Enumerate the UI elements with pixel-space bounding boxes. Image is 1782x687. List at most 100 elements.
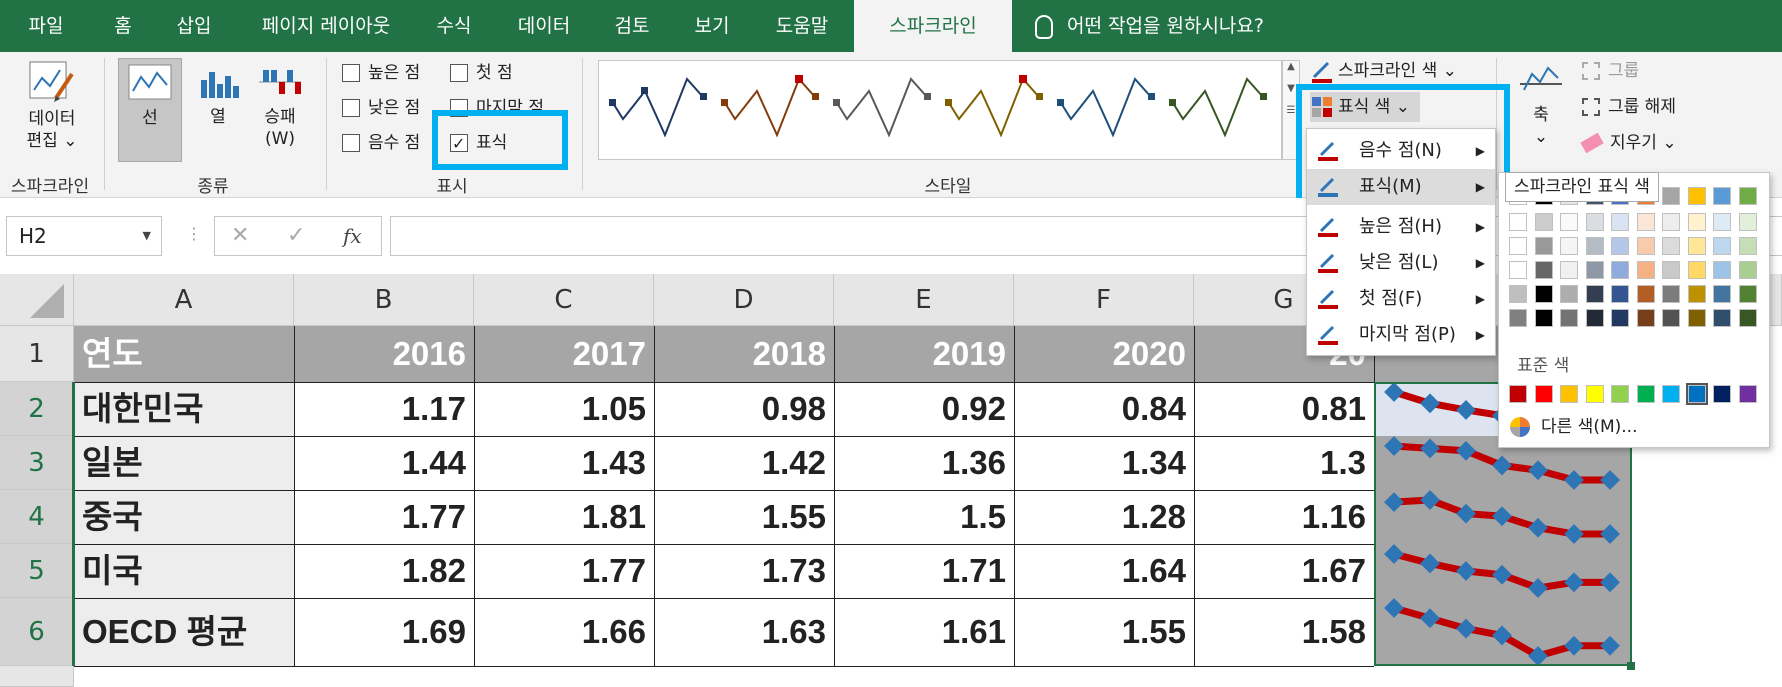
enter-icon[interactable]: ✓ xyxy=(287,223,306,248)
color-swatch[interactable] xyxy=(1636,285,1655,303)
value-cell[interactable]: 1.64 xyxy=(1014,544,1194,598)
column-header-d[interactable]: D xyxy=(654,274,834,326)
value-cell[interactable]: 1.17 xyxy=(294,382,474,436)
color-swatch[interactable] xyxy=(1738,187,1757,205)
menu-item-low-point[interactable]: 낮은 점(L) ▶ xyxy=(1307,245,1495,281)
color-swatch[interactable] xyxy=(1611,213,1629,231)
value-cell[interactable]: 1.55 xyxy=(654,490,834,544)
row-header-6[interactable]: 6 xyxy=(0,598,74,666)
value-cell[interactable]: 1.71 xyxy=(834,544,1014,598)
first-point-checkbox[interactable]: 첫 점 xyxy=(450,60,513,86)
column-header-e[interactable]: E xyxy=(834,274,1014,326)
header-cell-2017[interactable]: 2017 xyxy=(474,326,654,382)
standard-color-swatch[interactable] xyxy=(1662,385,1680,403)
row-header-4[interactable]: 4 xyxy=(0,490,74,544)
value-cell[interactable]: 1.77 xyxy=(294,490,474,544)
clear-button[interactable]: 지우기 ⌄ xyxy=(1580,128,1677,158)
color-swatch[interactable] xyxy=(1560,261,1578,279)
color-swatch[interactable] xyxy=(1738,285,1757,303)
sparkline-style-gallery[interactable] xyxy=(598,60,1282,160)
tab-page-layout[interactable]: 페이지 레이아웃 xyxy=(261,15,391,37)
row-header-2[interactable]: 2 xyxy=(0,382,74,436)
value-cell[interactable]: 1.61 xyxy=(834,598,1014,666)
color-swatch[interactable] xyxy=(1509,237,1527,255)
color-swatch[interactable] xyxy=(1585,285,1604,303)
tab-home[interactable]: 홈 xyxy=(114,15,132,37)
color-swatch[interactable] xyxy=(1636,237,1655,255)
color-swatch[interactable] xyxy=(1534,213,1553,231)
value-cell[interactable]: 0.98 xyxy=(654,382,834,436)
value-cell[interactable]: 1.66 xyxy=(474,598,654,666)
country-cell[interactable]: OECD 평균 xyxy=(74,598,294,666)
marker-color-button[interactable]: 표식 색 ⌄ xyxy=(1310,92,1420,122)
color-swatch[interactable] xyxy=(1687,213,1706,231)
select-all-corner[interactable] xyxy=(0,274,74,326)
cancel-icon[interactable]: ✕ xyxy=(231,223,250,248)
menu-item-negative-point[interactable]: 음수 점(N) ▶ xyxy=(1307,133,1495,169)
value-cell[interactable]: 1.67 xyxy=(1194,544,1374,598)
color-swatch[interactable] xyxy=(1534,309,1553,327)
color-swatch[interactable] xyxy=(1585,309,1604,327)
standard-color-swatch[interactable] xyxy=(1585,385,1604,403)
color-swatch[interactable] xyxy=(1662,261,1680,279)
low-point-checkbox[interactable]: 낮은 점 xyxy=(342,95,420,121)
type-column-button[interactable]: 열 xyxy=(190,62,246,128)
color-swatch[interactable] xyxy=(1713,285,1731,303)
negative-point-checkbox[interactable]: 음수 점 xyxy=(342,130,420,156)
value-cell[interactable]: 1.55 xyxy=(1014,598,1194,666)
type-line-button[interactable]: 선 xyxy=(118,58,182,162)
sparkline-color-button[interactable]: 스파크라인 색 ⌄ xyxy=(1310,56,1457,86)
color-swatch[interactable] xyxy=(1687,309,1706,327)
column-header-c[interactable]: C xyxy=(474,274,654,326)
color-swatch[interactable] xyxy=(1687,261,1706,279)
color-swatch[interactable] xyxy=(1611,237,1629,255)
color-swatch[interactable] xyxy=(1687,237,1706,255)
color-swatch[interactable] xyxy=(1636,213,1655,231)
tab-file[interactable]: 파일 xyxy=(28,15,64,37)
standard-color-swatch[interactable] xyxy=(1713,385,1731,403)
type-winloss-button[interactable]: 승패 (W) xyxy=(252,62,308,150)
color-swatch[interactable] xyxy=(1738,309,1757,327)
color-swatch[interactable] xyxy=(1662,237,1680,255)
row-header-1[interactable]: 1 xyxy=(0,326,74,382)
value-cell[interactable]: 1.34 xyxy=(1014,436,1194,490)
value-cell[interactable]: 1.42 xyxy=(654,436,834,490)
color-swatch[interactable] xyxy=(1560,237,1578,255)
standard-color-swatch[interactable] xyxy=(1636,385,1655,403)
header-cell-2020[interactable]: 2020 xyxy=(1014,326,1194,382)
value-cell[interactable]: 1.82 xyxy=(294,544,474,598)
color-swatch[interactable] xyxy=(1687,187,1706,205)
value-cell[interactable]: 1.81 xyxy=(474,490,654,544)
value-cell[interactable]: 1.43 xyxy=(474,436,654,490)
high-point-checkbox[interactable]: 높은 점 xyxy=(342,60,420,86)
color-swatch[interactable] xyxy=(1636,261,1655,279)
color-swatch[interactable] xyxy=(1713,213,1731,231)
color-swatch[interactable] xyxy=(1687,285,1706,303)
color-swatch[interactable] xyxy=(1662,309,1680,327)
country-cell[interactable]: 중국 xyxy=(74,490,294,544)
color-swatch[interactable] xyxy=(1560,213,1578,231)
column-header-f[interactable]: F xyxy=(1014,274,1194,326)
color-swatch[interactable] xyxy=(1713,309,1731,327)
color-swatch[interactable] xyxy=(1534,285,1553,303)
color-swatch[interactable] xyxy=(1662,285,1680,303)
tab-view[interactable]: 보기 xyxy=(694,15,730,37)
axis-button[interactable]: 축 ⌄ xyxy=(1508,60,1574,148)
color-swatch[interactable] xyxy=(1713,187,1731,205)
menu-item-markers[interactable]: 표식(M) ▶ xyxy=(1307,169,1495,205)
formula-input[interactable] xyxy=(390,216,1782,256)
group-button[interactable]: 그룹 xyxy=(1582,56,1639,86)
value-cell[interactable]: 1.63 xyxy=(654,598,834,666)
value-cell[interactable]: 1.44 xyxy=(294,436,474,490)
standard-color-swatch[interactable] xyxy=(1611,385,1629,403)
value-cell[interactable]: 1.69 xyxy=(294,598,474,666)
column-header-b[interactable]: B xyxy=(294,274,474,326)
value-cell[interactable]: 0.81 xyxy=(1194,382,1374,436)
header-cell-2018[interactable]: 2018 xyxy=(654,326,834,382)
color-swatch[interactable] xyxy=(1585,261,1604,279)
value-cell[interactable]: 1.58 xyxy=(1194,598,1374,666)
standard-color-swatch[interactable] xyxy=(1738,385,1757,403)
value-cell[interactable]: 0.92 xyxy=(834,382,1014,436)
value-cell[interactable]: 1.36 xyxy=(834,436,1014,490)
tab-formulas[interactable]: 수식 xyxy=(436,15,472,37)
